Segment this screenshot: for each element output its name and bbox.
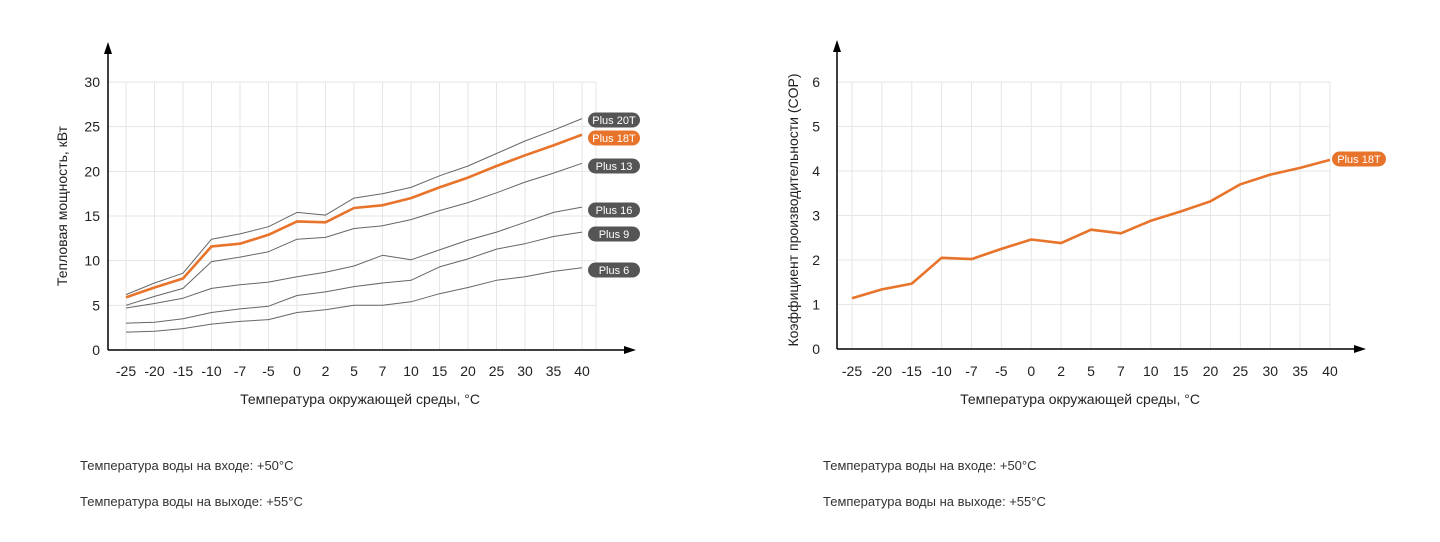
cop-y-tick-label: 2 bbox=[812, 252, 820, 268]
power-x-tick-label: 35 bbox=[546, 363, 562, 379]
power-x-tick-label: 15 bbox=[432, 363, 448, 379]
power-x-tick-label: -15 bbox=[173, 363, 193, 379]
cop-series-line-plus-18t bbox=[851, 158, 1331, 300]
power-series-line-plus-6 bbox=[125, 267, 583, 333]
power-series-label-plus-9: Plus 9 bbox=[599, 229, 630, 241]
power-series-line-plus-13 bbox=[125, 162, 583, 306]
cop-y-tick-label: 0 bbox=[812, 341, 820, 357]
power-series-label-plus-16: Plus 16 bbox=[596, 205, 633, 217]
power-x-tick-label: 0 bbox=[293, 363, 301, 379]
cop-y-tick-label: 6 bbox=[812, 74, 820, 90]
cop-x-tick-label: 5 bbox=[1087, 363, 1095, 379]
power-series-label-plus-20t: Plus 20T bbox=[592, 115, 636, 127]
cop-x-tick-label: 30 bbox=[1262, 363, 1278, 379]
power-y-tick-label: 15 bbox=[84, 208, 100, 224]
power-x-axis-arrow bbox=[624, 346, 636, 354]
cop-y-axis-arrow bbox=[833, 40, 841, 52]
cop-x-tick-label: 15 bbox=[1173, 363, 1189, 379]
power-series-label-plus-18t: Plus 18T bbox=[592, 133, 636, 145]
power-x-tick-label: 20 bbox=[460, 363, 476, 379]
cop-x-tick-label: -5 bbox=[995, 363, 1008, 379]
cop-x-tick-label: 20 bbox=[1203, 363, 1219, 379]
cop-x-tick-label: -20 bbox=[872, 363, 892, 379]
right-note-water-in: Температура воды на входе: +50°C bbox=[823, 458, 1037, 473]
power-y-tick-label: 5 bbox=[92, 297, 100, 313]
power-x-tick-label: 30 bbox=[517, 363, 533, 379]
cop-x-tick-label: 40 bbox=[1322, 363, 1338, 379]
cop-x-axis-title: Температура окружающей среды, °C bbox=[960, 391, 1200, 407]
power-x-axis-title: Температура окружающей среды, °C bbox=[240, 391, 480, 407]
power-x-tick-label: 25 bbox=[489, 363, 505, 379]
power-series-label-plus-6: Plus 6 bbox=[599, 265, 630, 277]
power-x-tick-label: -25 bbox=[116, 363, 136, 379]
power-series-label-badge-plus-13 bbox=[588, 158, 640, 174]
power-x-tick-label: 40 bbox=[574, 363, 590, 379]
cop-x-tick-label: -7 bbox=[965, 363, 978, 379]
power-y-tick-label: 25 bbox=[84, 119, 100, 135]
power-series-line-plus-16 bbox=[125, 206, 583, 309]
cop-x-tick-label: 2 bbox=[1057, 363, 1065, 379]
cop-x-tick-label: -15 bbox=[902, 363, 922, 379]
cop-y-tick-label: 1 bbox=[812, 297, 820, 313]
cop-x-tick-label: -10 bbox=[932, 363, 952, 379]
cop-series-label-badge-plus-18t bbox=[1332, 151, 1386, 167]
power-x-tick-label: -10 bbox=[201, 363, 221, 379]
power-y-axis-title: Тепловая мощность, кВт bbox=[54, 125, 70, 286]
right-note-water-out: Температура воды на выходе: +55°C bbox=[823, 494, 1046, 509]
power-series-label-badge-plus-9 bbox=[588, 226, 640, 242]
power-y-tick-label: 0 bbox=[92, 342, 100, 358]
cop-y-axis-title: Коэффициент производительности (COP) bbox=[785, 73, 801, 346]
cop-x-tick-label: -25 bbox=[842, 363, 862, 379]
power-x-tick-label: -5 bbox=[262, 363, 275, 379]
power-series-label-badge-plus-6 bbox=[588, 262, 640, 278]
cop-x-tick-label: 10 bbox=[1143, 363, 1159, 379]
power-x-tick-label: -20 bbox=[144, 363, 164, 379]
cop-y-tick-label: 5 bbox=[812, 119, 820, 135]
cop-series-label-plus-18t: Plus 18T bbox=[1337, 154, 1381, 166]
power-x-tick-label: 2 bbox=[322, 363, 330, 379]
power-y-tick-label: 10 bbox=[84, 253, 100, 269]
power-y-axis-arrow bbox=[104, 42, 112, 54]
cop-x-tick-label: 25 bbox=[1233, 363, 1249, 379]
power-y-tick-label: 20 bbox=[84, 163, 100, 179]
cop-y-tick-label: 4 bbox=[812, 163, 820, 179]
left-note-water-in: Температура воды на входе: +50°C bbox=[80, 458, 294, 473]
cop-y-tick-label: 3 bbox=[812, 208, 820, 224]
power-series-label-badge-plus-18t bbox=[588, 130, 640, 146]
power-series-line-plus-9 bbox=[125, 231, 583, 324]
power-series-label-badge-plus-16 bbox=[588, 202, 640, 218]
cop-x-tick-label: 7 bbox=[1117, 363, 1125, 379]
left-note-water-out: Температура воды на выходе: +55°C bbox=[80, 494, 303, 509]
power-series-line-plus-20t bbox=[125, 118, 583, 296]
power-series-label-badge-plus-20t bbox=[588, 112, 640, 128]
power-series-line-plus-18t bbox=[125, 133, 583, 299]
power-y-tick-label: 30 bbox=[84, 74, 100, 90]
power-series-label-plus-13: Plus 13 bbox=[596, 161, 633, 173]
cop-x-axis-arrow bbox=[1354, 345, 1366, 353]
power-x-tick-label: 7 bbox=[379, 363, 387, 379]
cop-x-tick-label: 0 bbox=[1027, 363, 1035, 379]
power-x-tick-label: -7 bbox=[234, 363, 247, 379]
power-x-tick-label: 5 bbox=[350, 363, 358, 379]
power-x-tick-label: 10 bbox=[403, 363, 419, 379]
cop-x-tick-label: 35 bbox=[1292, 363, 1308, 379]
